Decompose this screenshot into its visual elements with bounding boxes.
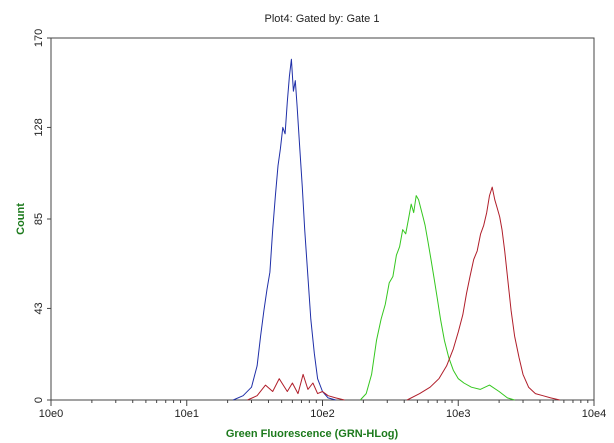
chart-title: Plot4: Gated by: Gate 1 [265,13,380,25]
series-line-1 [233,58,336,401]
series-layer [233,58,560,401]
y-tick-label: 43 [33,302,45,314]
y-tick-label: 85 [33,213,45,225]
x-tick-label: 10e3 [446,408,470,420]
y-tick-label: 128 [33,118,45,136]
x-tick-label: 10e1 [175,408,199,420]
y-axis-title: Count [15,203,27,235]
y-tick-label: 0 [33,397,45,403]
x-tick-label: 10e2 [310,408,334,420]
plot-frame [50,37,595,401]
series-line-3 [359,195,515,401]
x-tick-label: 10e0 [39,408,63,420]
y-tick-label: 170 [33,29,45,47]
x-axis-ticks: 10e0 10e1 10e2 10e3 10e4 [39,400,606,420]
series-line-2 [247,373,345,401]
x-axis-title: Green Fluorescence (GRN-HLog) [226,428,399,440]
y-axis-ticks: 0 43 85 128 170 [33,29,51,403]
series-line-4 [406,186,560,401]
x-tick-label: 10e4 [582,408,606,420]
